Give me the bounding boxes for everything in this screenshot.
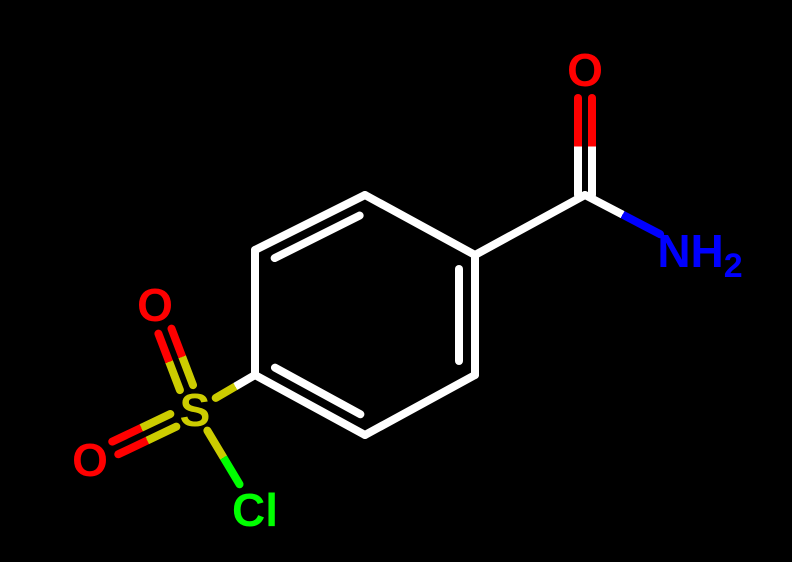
atom-o_s1: O [137,278,173,332]
atom-o_carbonyl: O [567,43,603,97]
atom-s: S [180,383,211,437]
atom-subscript: 2 [724,247,743,285]
atom-n_amide: NH2 [657,224,742,286]
atom-cl: Cl [232,483,278,537]
atom-o_s2: O [72,433,108,487]
